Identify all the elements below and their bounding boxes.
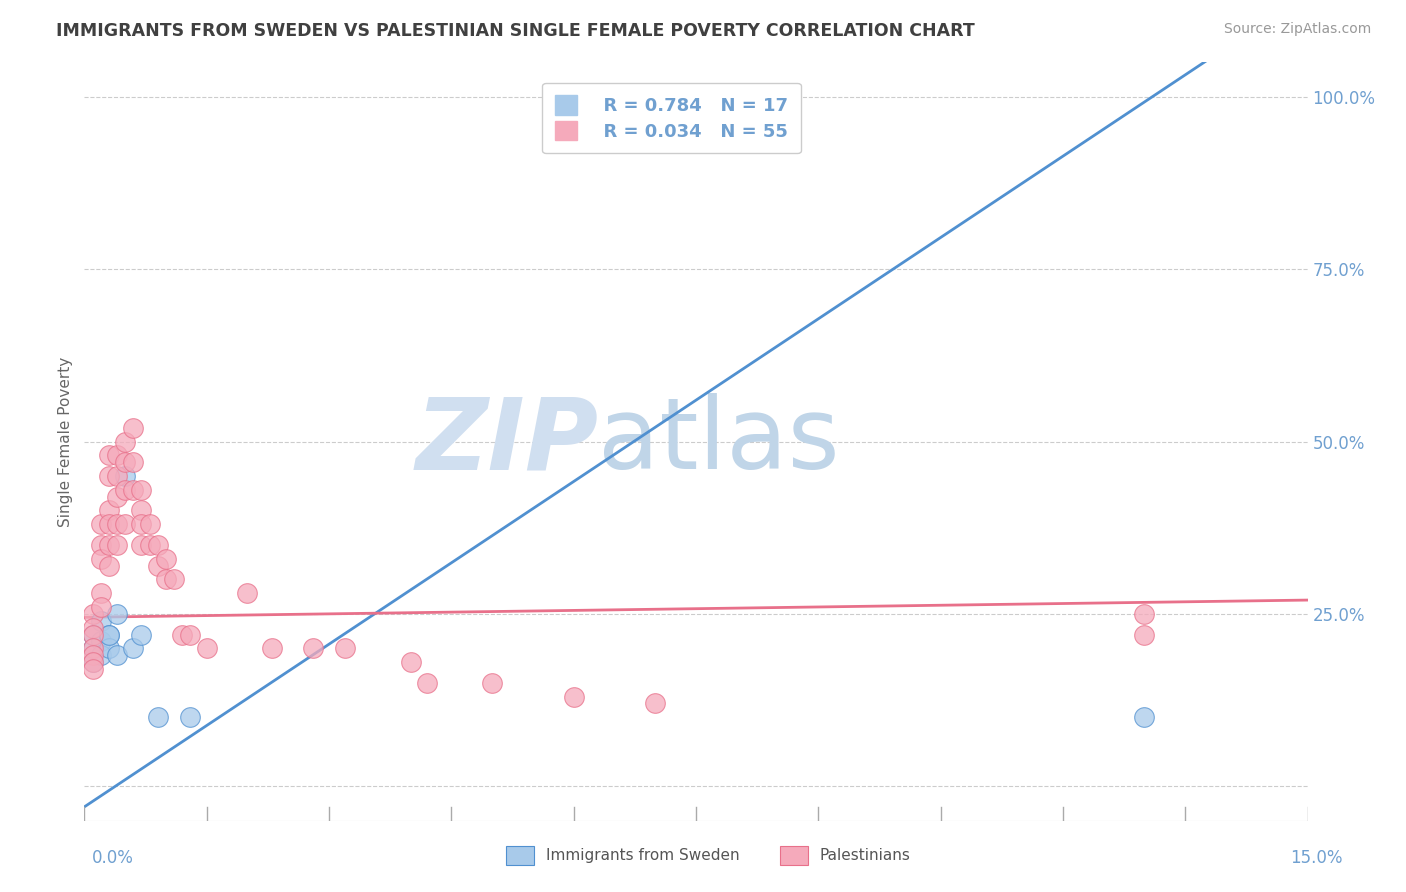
Text: IMMIGRANTS FROM SWEDEN VS PALESTINIAN SINGLE FEMALE POVERTY CORRELATION CHART: IMMIGRANTS FROM SWEDEN VS PALESTINIAN SI… [56, 22, 974, 40]
Point [195, 641, 218, 656]
Point [301, 641, 323, 656]
Text: ZIP: ZIP [415, 393, 598, 490]
Point [131, 483, 153, 497]
Point [146, 710, 169, 724]
Point [82, 662, 104, 676]
Point [97, 517, 120, 532]
Point [105, 538, 128, 552]
Point [90, 648, 112, 663]
Point [90, 599, 112, 614]
Point [179, 627, 201, 641]
Point [82, 621, 104, 635]
Point [97, 641, 120, 656]
Text: Immigrants from Sweden: Immigrants from Sweden [546, 848, 740, 863]
Point [82, 607, 104, 621]
Legend:   R = 0.784   N = 17,   R = 0.034   N = 55: R = 0.784 N = 17, R = 0.034 N = 55 [543, 83, 800, 153]
Point [260, 641, 283, 656]
Point [105, 607, 128, 621]
Point [163, 573, 186, 587]
Point [97, 448, 120, 462]
Point [97, 538, 120, 552]
Point [114, 469, 136, 483]
Point [90, 634, 112, 648]
Point [416, 675, 439, 690]
Point [97, 627, 120, 641]
Point [114, 434, 136, 449]
Point [97, 558, 120, 573]
Point [82, 641, 104, 656]
Point [90, 551, 112, 566]
Point [90, 614, 112, 628]
Point [644, 697, 666, 711]
Point [131, 503, 153, 517]
Point [1133, 710, 1156, 724]
Point [236, 586, 259, 600]
Point [122, 483, 145, 497]
Point [82, 627, 104, 641]
Text: 0.0%: 0.0% [91, 849, 134, 867]
Point [179, 710, 201, 724]
Point [82, 648, 104, 663]
Point [481, 675, 503, 690]
Point [82, 655, 104, 669]
Point [122, 455, 145, 469]
Point [105, 517, 128, 532]
Point [399, 655, 422, 669]
Point [155, 551, 177, 566]
Point [114, 483, 136, 497]
Point [105, 469, 128, 483]
Point [131, 627, 153, 641]
Point [335, 641, 357, 656]
Point [138, 538, 160, 552]
Point [114, 455, 136, 469]
Point [90, 538, 112, 552]
Point [105, 490, 128, 504]
Text: 15.0%: 15.0% [1291, 849, 1343, 867]
Point [105, 648, 128, 663]
Point [90, 517, 112, 532]
Point [1133, 607, 1156, 621]
Point [146, 538, 169, 552]
Point [138, 517, 160, 532]
Point [82, 627, 104, 641]
Point [90, 586, 112, 600]
Point [97, 503, 120, 517]
Point [146, 558, 169, 573]
Point [122, 421, 145, 435]
Point [97, 469, 120, 483]
Point [155, 573, 177, 587]
Point [105, 448, 128, 462]
Text: atlas: atlas [598, 393, 839, 490]
Point [131, 517, 153, 532]
Point [82, 655, 104, 669]
FancyBboxPatch shape [506, 846, 534, 865]
Text: Source: ZipAtlas.com: Source: ZipAtlas.com [1223, 22, 1371, 37]
Point [172, 627, 194, 641]
Point [562, 690, 585, 704]
Point [82, 641, 104, 656]
FancyBboxPatch shape [780, 846, 808, 865]
Point [131, 538, 153, 552]
Point [114, 517, 136, 532]
Point [97, 627, 120, 641]
Text: Palestinians: Palestinians [820, 848, 911, 863]
Point [122, 641, 145, 656]
Y-axis label: Single Female Poverty: Single Female Poverty [58, 357, 73, 526]
Point [1133, 627, 1156, 641]
